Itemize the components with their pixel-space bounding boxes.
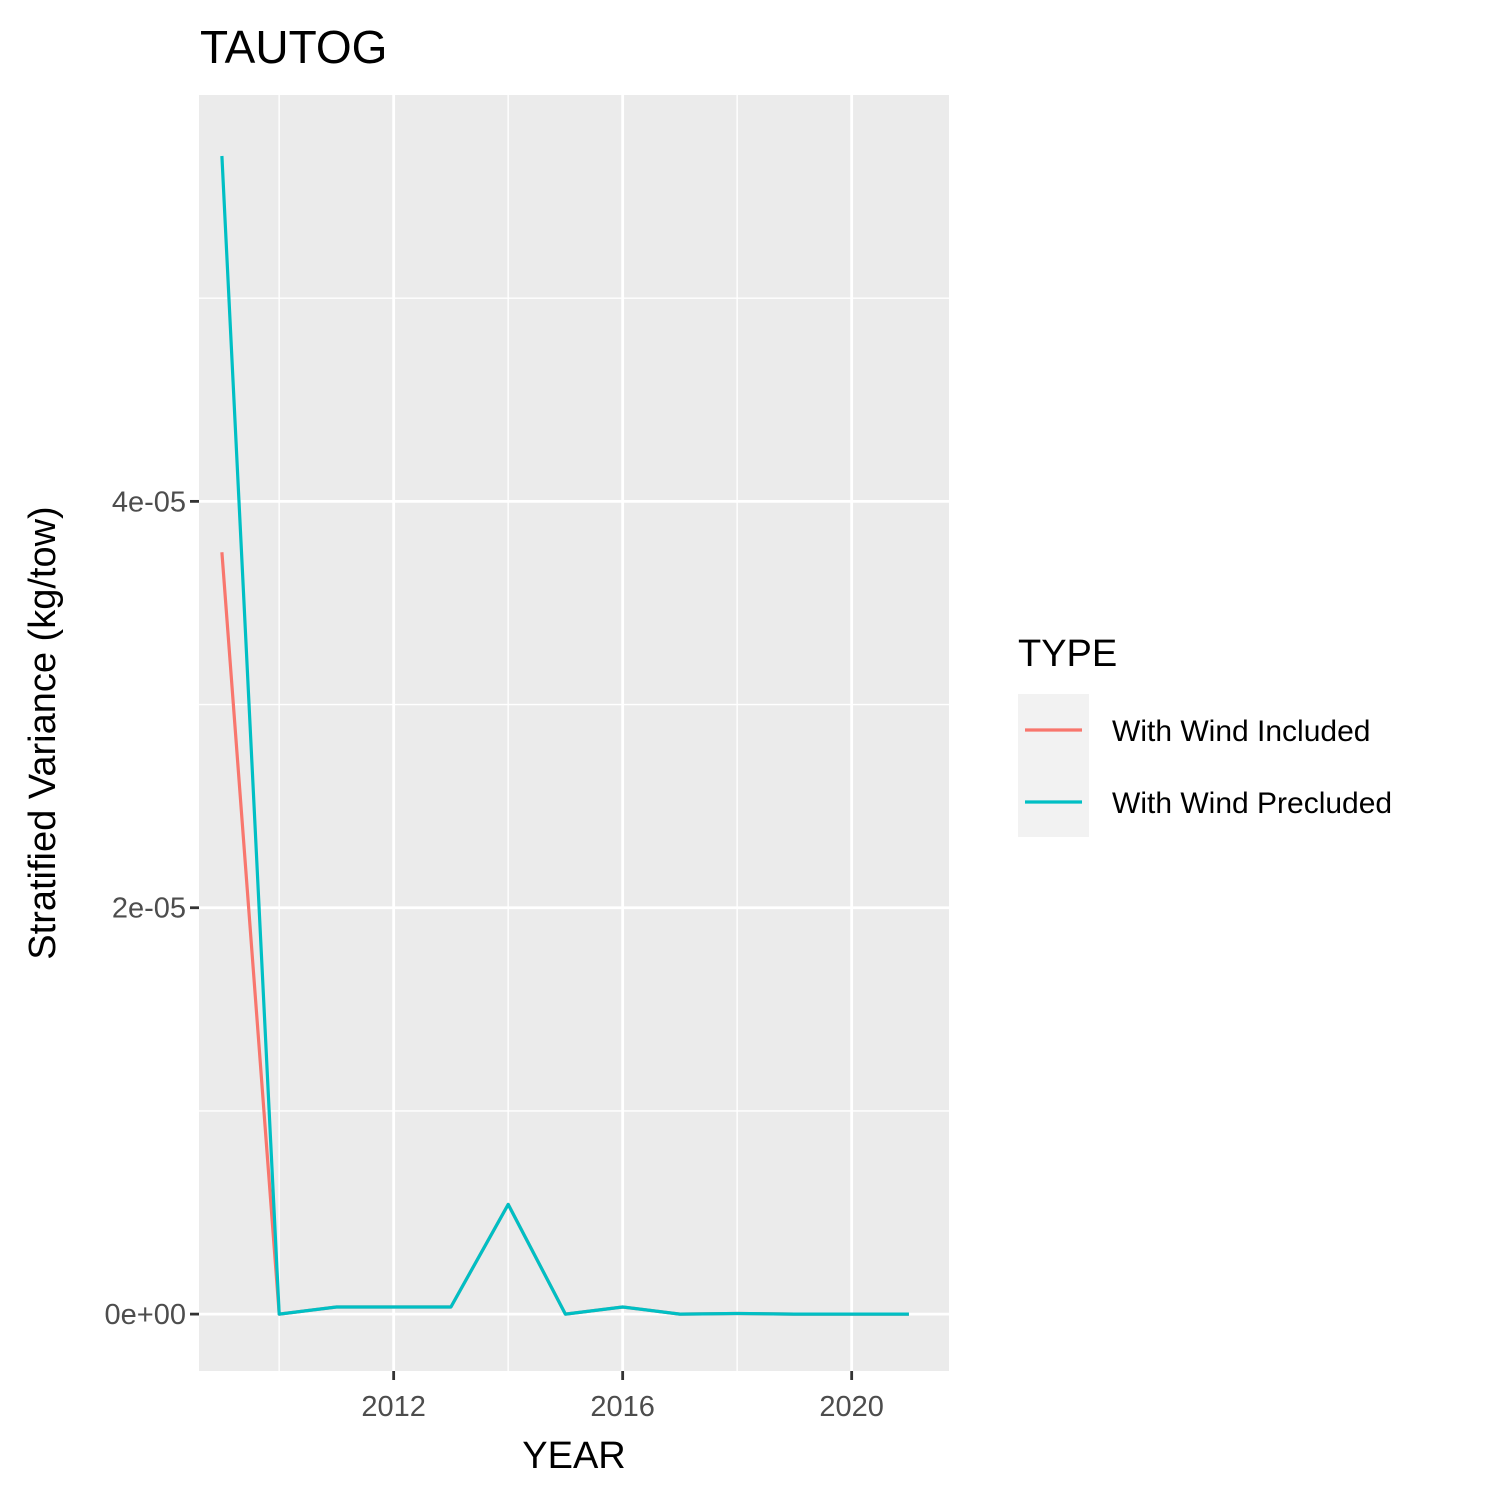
y-tick-label: 2e-05: [112, 893, 186, 925]
series-line: [220, 155, 909, 1316]
x-axis: 2012 2016 2020: [361, 1371, 884, 1423]
x-tick-label: 2020: [819, 1391, 884, 1423]
chart-title: TAUTOG: [200, 21, 387, 73]
y-tick-label: 4e-05: [112, 486, 186, 518]
x-tick-label: 2012: [361, 1391, 426, 1423]
legend: TYPE With Wind Included With Wind Preclud…: [1018, 633, 1392, 837]
grid-minor: [199, 95, 949, 1371]
legend-label: With Wind Included: [1112, 715, 1370, 748]
x-tick-label: 2016: [590, 1391, 655, 1423]
legend-title: TYPE: [1018, 633, 1117, 675]
legend-key-background: [1018, 694, 1089, 837]
y-axis-title: Stratified Variance (kg/tow): [22, 506, 64, 959]
legend-label: With Wind Precluded: [1112, 787, 1392, 820]
y-axis: 0e+00 2e-05 4e-05: [105, 486, 199, 1331]
plot-panel: [199, 95, 949, 1371]
y-tick-label: 0e+00: [105, 1299, 186, 1331]
legend-items: With Wind Included With Wind Precluded: [1025, 715, 1392, 820]
x-axis-title: YEAR: [522, 1435, 625, 1477]
series-layer: [220, 155, 909, 1316]
